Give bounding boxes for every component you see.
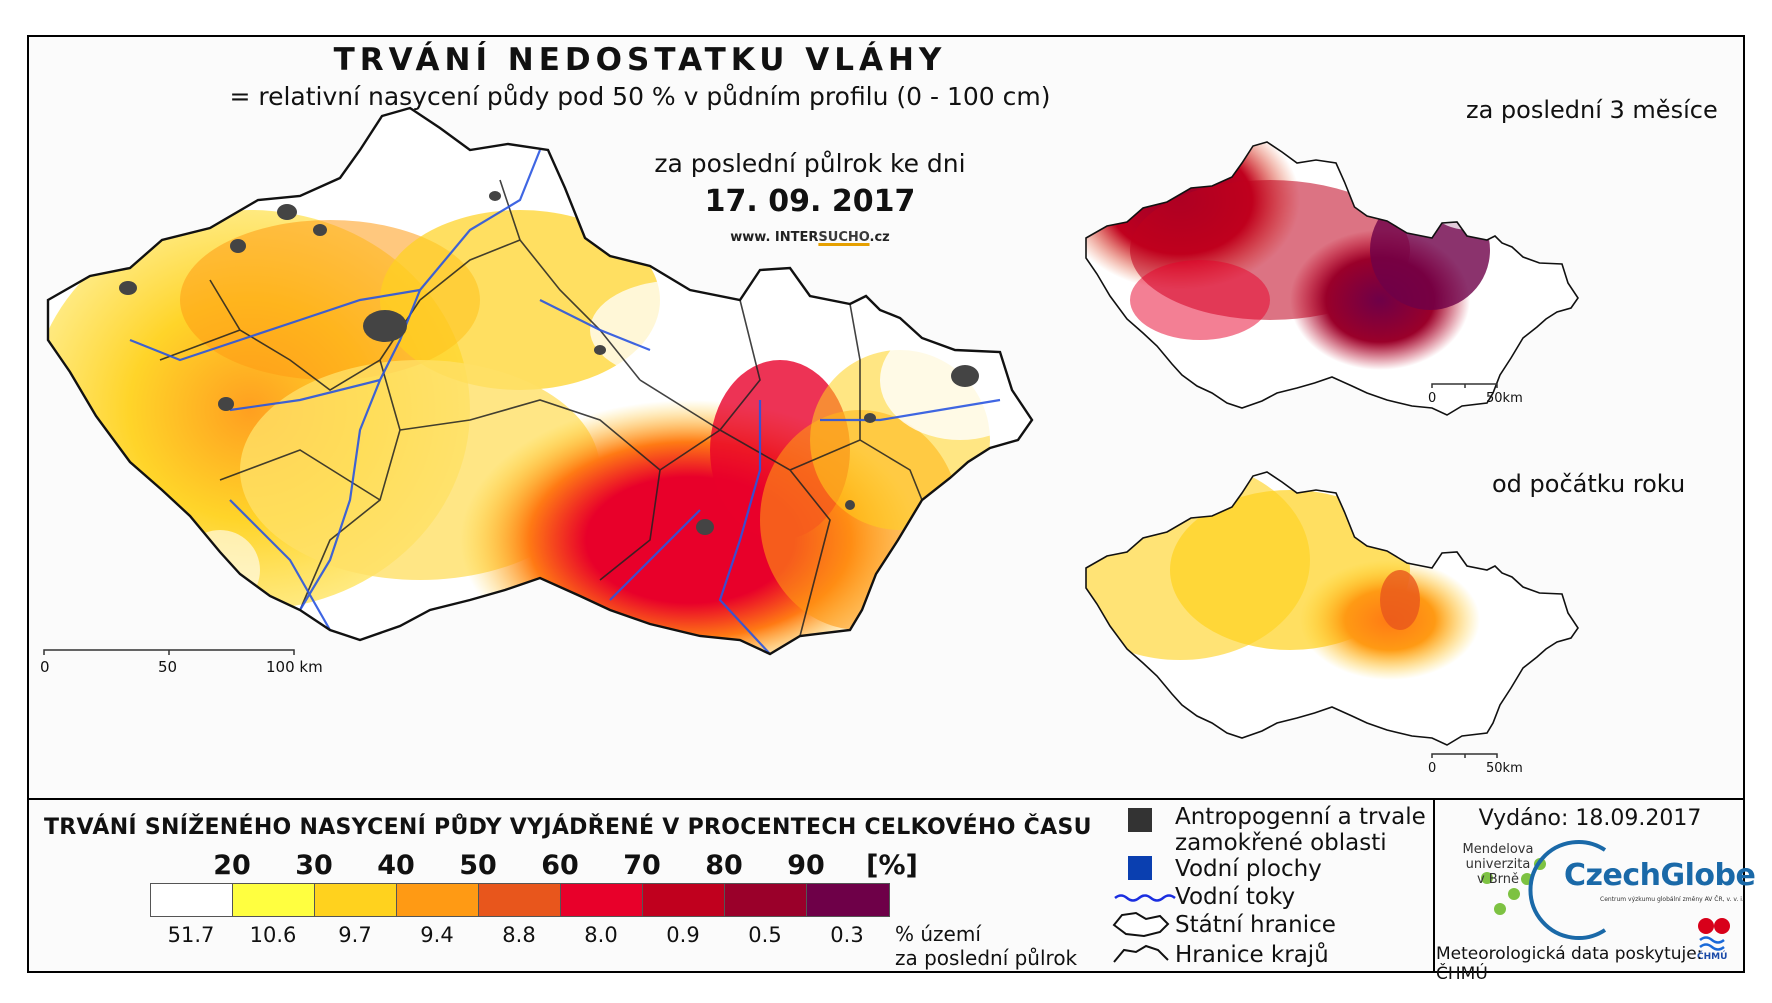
czechglobe-logo-text: CzechGlobe — [1564, 858, 1756, 893]
legend-class-break: 30 — [295, 850, 333, 881]
key-anthropogenic-line2: zamokřené oblasti — [1175, 830, 1387, 856]
website-prefix: www. INTER — [730, 230, 819, 245]
data-provider: Meteorologická data poskytuje: ČHMÚ — [1436, 944, 1703, 984]
legend-class-break: 20 — [213, 850, 251, 881]
key-anthropogenic-line1: Antropogenní a trvale — [1175, 804, 1426, 830]
inset-3m-scale-end: 50km — [1486, 391, 1523, 406]
legend-percent-value: 0.5 — [748, 923, 782, 947]
mendel-line3: v Brně — [1476, 872, 1520, 887]
chmu-logo — [1698, 918, 1730, 951]
mendel-line2: univerzita — [1465, 857, 1531, 872]
legend-swatch — [643, 884, 725, 916]
legend-swatch — [807, 884, 889, 916]
inset-year-scale-end: 50km — [1486, 761, 1523, 776]
legend-percent-caption: % území za poslední půlrok — [895, 922, 1077, 970]
inset-year-title: od počátku roku — [1492, 470, 1686, 498]
legend-caption-line1: % území — [895, 922, 981, 946]
legend-percent-value: 8.0 — [584, 923, 618, 947]
legend-swatch — [397, 884, 479, 916]
state-border-icon — [1112, 911, 1170, 938]
legend-color-scale — [150, 883, 890, 917]
czechglobe-subtitle: Centrum výzkumu globální změny AV ČR, v.… — [1600, 896, 1744, 903]
issued-date: Vydáno: 18.09.2017 — [1478, 806, 1702, 831]
website-highlight: SUCHO — [818, 230, 870, 245]
mendel-university-text: Mendelova univerzita v Brně — [1453, 842, 1543, 887]
main-scale-bar — [43, 649, 295, 655]
legend-swatch — [479, 884, 561, 916]
legend-class-break: 60 — [541, 850, 579, 881]
website-link[interactable]: www. INTERSUCHO.cz — [560, 230, 1060, 245]
map-date: 17. 09. 2017 — [704, 184, 916, 219]
main-scale-mid: 50 — [158, 658, 178, 676]
anthropogenic-area-icon — [1128, 808, 1152, 832]
water-body-icon — [1128, 856, 1152, 880]
inset-year-scale-bar — [1431, 753, 1498, 758]
legend-divider — [27, 798, 1745, 800]
inset-map-3-months — [1085, 141, 1579, 416]
key-anthropogenic: Antropogenní a trvale zamokřené oblasti — [1175, 804, 1426, 856]
czechglobe-logo-arc — [1528, 840, 1607, 940]
legend-class-break: 70 — [623, 850, 661, 881]
key-water-bodies: Vodní plochy — [1175, 856, 1322, 882]
main-scale-end: 100 km — [266, 658, 323, 676]
legend-percent-value: 9.7 — [338, 923, 372, 947]
legend-swatch — [151, 884, 233, 916]
legend-swatch — [233, 884, 315, 916]
river-icon — [1114, 894, 1176, 902]
key-rivers: Vodní toky — [1175, 884, 1296, 910]
legend-percent-value: 0.9 — [666, 923, 700, 947]
legend-class-break: 50 — [459, 850, 497, 881]
legend-class-break: 40 — [377, 850, 415, 881]
legend-class-break: 90 — [787, 850, 825, 881]
legend-class-break: 80 — [705, 850, 743, 881]
period-label: za poslední půlrok ke dni — [654, 149, 966, 178]
mendel-line1: Mendelova — [1462, 842, 1534, 857]
main-scale-zero: 0 — [40, 658, 50, 676]
website-suffix: .cz — [869, 230, 890, 245]
legend-caption-line2: za poslední půlrok — [895, 946, 1078, 970]
info-divider — [1433, 798, 1435, 973]
inset-map-year — [1085, 471, 1579, 746]
legend-unit: [%] — [866, 850, 918, 881]
legend-swatch — [725, 884, 807, 916]
inset-3m-title: za poslední 3 měsíce — [1466, 96, 1718, 124]
key-regional-border: Hranice krajů — [1175, 942, 1329, 968]
map-subtitle: = relativní nasycení půdy pod 50 % v půd… — [229, 82, 1051, 111]
legend-percent-value: 51.7 — [167, 923, 215, 947]
legend-swatch — [561, 884, 643, 916]
inset-year-scale-zero: 0 — [1428, 761, 1437, 776]
inset-3m-scale-zero: 0 — [1428, 391, 1437, 406]
legend-title: TRVÁNÍ SNÍŽENÉHO NASYCENÍ PŮDY VYJÁDŘENÉ… — [44, 815, 1092, 840]
legend-percent-value: 10.6 — [249, 923, 297, 947]
legend-percent-value: 8.8 — [502, 923, 536, 947]
map-title: TRVÁNÍ NEDOSTATKU VLÁHY — [333, 42, 947, 78]
key-state-border: Státní hranice — [1175, 912, 1336, 938]
legend-percent-value: 0.3 — [830, 923, 864, 947]
chmu-logo-text: ČHMÚ — [1697, 952, 1728, 962]
inset-3m-scale-bar — [1431, 383, 1498, 388]
legend-swatch — [315, 884, 397, 916]
regional-border-icon — [1113, 944, 1169, 963]
legend-percent-value: 9.4 — [420, 923, 454, 947]
